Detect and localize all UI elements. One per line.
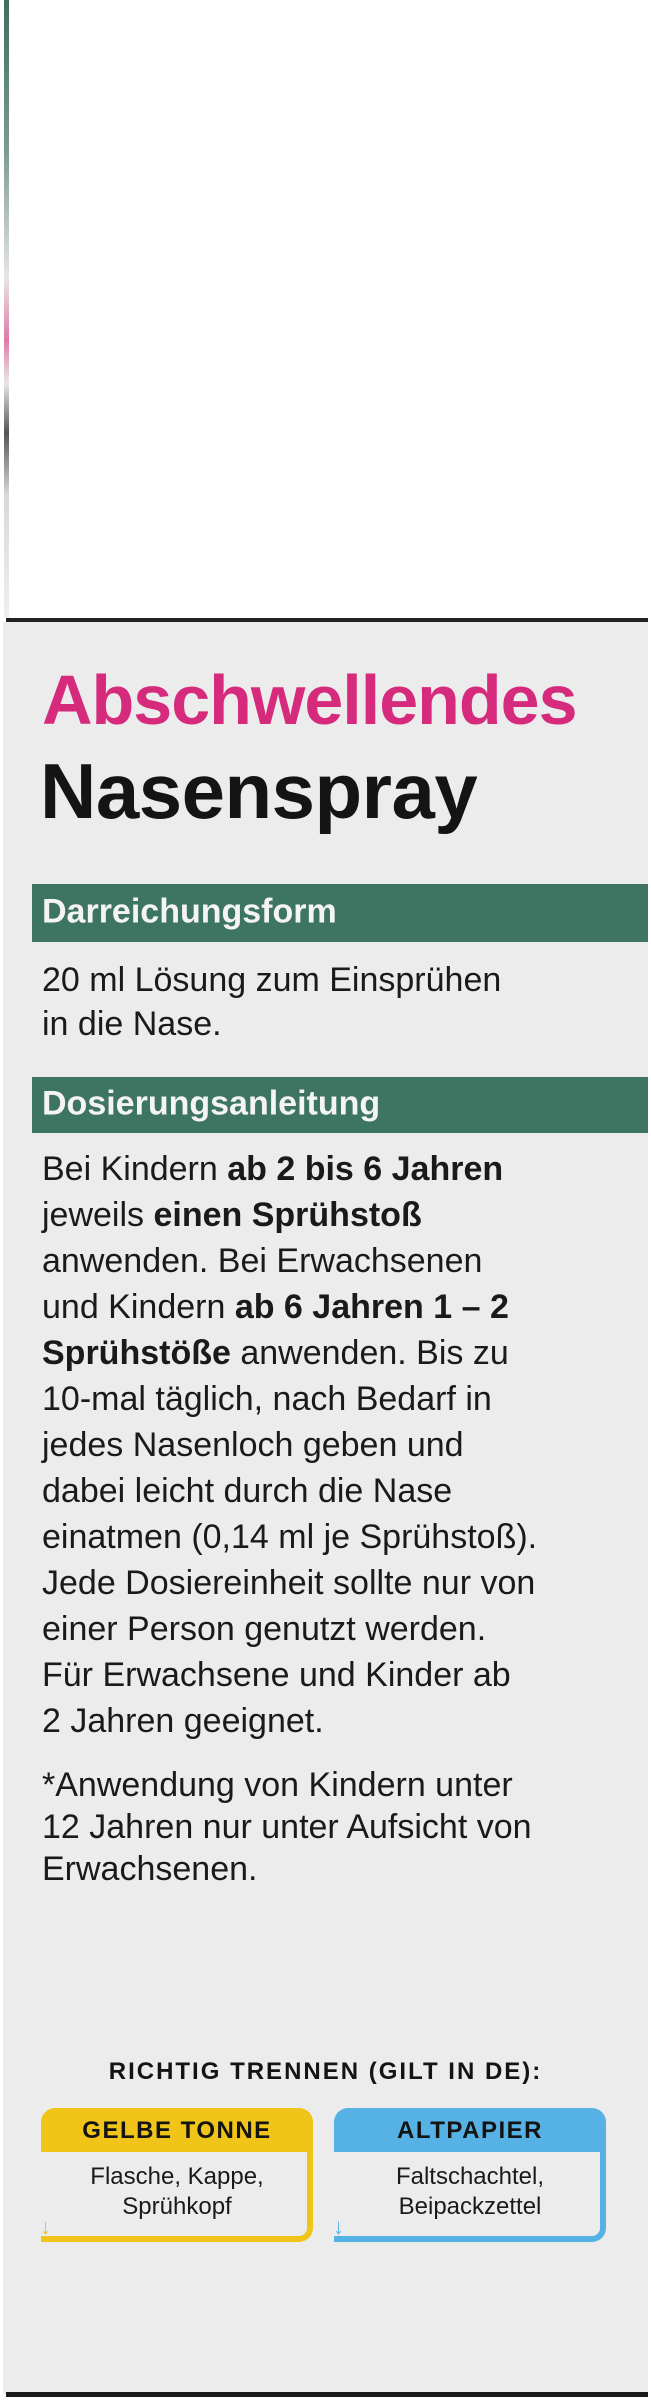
plain-text: 2 Jahren geeignet. (42, 1702, 324, 1740)
plain-text: Für Erwachsene und Kinder ab (42, 1656, 511, 1694)
section-header-darreichungsform: Darreichungsform (32, 884, 648, 942)
bin-item: Flasche, Kappe, (90, 2163, 264, 2190)
text-line: anwenden. Bei Erwachsenen (42, 1238, 537, 1284)
plain-text: Bei Kindern (42, 1150, 228, 1188)
top-fold-line (6, 618, 648, 622)
recycling-heading: RICHTIG TRENNEN (GILT IN DE): (108, 2058, 543, 2085)
emphasis-text: ab 2 bis 6 Jahren (227, 1150, 504, 1188)
text-line: Bei Kindern ab 2 bis 6 Jahren (42, 1146, 537, 1192)
text-line: einer Person genutzt werden. (42, 1606, 537, 1652)
bin-item: Sprühkopf (122, 2193, 232, 2220)
plain-text: dabei leicht durch die Nase (42, 1472, 453, 1510)
darreichungsform-text: 20 ml Lösung zum Einsprühen in die Nase. (42, 958, 501, 1046)
text-line: dabei leicht durch die Nase (42, 1468, 537, 1514)
bin-item: Beipackzettel (398, 2193, 542, 2220)
plain-text: anwenden. Bis zu (230, 1334, 509, 1372)
plain-text: jedes Nasenloch geben und (42, 1426, 464, 1464)
plain-text: einatmen (0,14 ml je Sprühstoß). (42, 1518, 538, 1556)
bin-frame (334, 2138, 606, 2242)
text-line: jeweils einen Sprühstoß (42, 1192, 537, 1238)
bin-items: Faltschachtel, Beipackzettel (334, 2162, 606, 2222)
text-line: 20 ml Lösung zum Einsprühen (42, 961, 502, 999)
bottom-fold-line (6, 2392, 648, 2397)
bin-item: Faltschachtel, (395, 2163, 545, 2190)
text-line: 2 Jahren geeignet. (42, 1698, 537, 1744)
text-line: einatmen (0,14 ml je Sprühstoß). (42, 1514, 537, 1560)
plain-text: 10-mal täglich, nach Bedarf in (42, 1380, 492, 1418)
plain-text: anwenden. Bei Erwachsenen (42, 1242, 483, 1280)
section-header-dosierungsanleitung: Dosierungsanleitung (32, 1077, 648, 1133)
plain-text: und Kindern (42, 1288, 235, 1326)
plain-text: jeweils (42, 1196, 154, 1234)
emphasis-text: Sprühstöße (42, 1334, 231, 1372)
product-title-line2: Nasenspray (40, 747, 478, 835)
emphasis-text: einen Sprühstoß (153, 1196, 422, 1234)
dosierungsanleitung-text: Bei Kindern ab 2 bis 6 Jahren jeweils ein… (42, 1146, 537, 1744)
arrow-down-icon: ↓ (333, 2214, 344, 2239)
bin-label: ALTPAPIER (334, 2108, 606, 2152)
note-line: 12 Jahren nur unter Aufsicht von (42, 1808, 532, 1846)
bin-items: Flasche, Kappe, Sprühkopf (41, 2162, 313, 2222)
product-title-line1: Abschwellendes (42, 661, 578, 739)
text-line: Sprühstöße anwenden. Bis zu (42, 1330, 537, 1376)
section-heading: Dosierungsanleitung (42, 1084, 381, 1123)
note-line: Erwachsenen. (42, 1850, 258, 1888)
bin-frame (41, 2138, 313, 2242)
text-line: 10-mal täglich, nach Bedarf in (42, 1376, 537, 1422)
plain-text: einer Person genutzt werden. (42, 1610, 487, 1648)
bin-label: GELBE TONNE (41, 2108, 313, 2152)
package-side-edge (4, 0, 9, 618)
emphasis-text: ab 6 Jahren 1 – 2 (234, 1288, 509, 1326)
text-line: und Kindern ab 6 Jahren 1 – 2 (42, 1284, 537, 1330)
text-line: Für Erwachsene und Kinder ab (42, 1652, 537, 1698)
section-heading: Darreichungsform (42, 892, 337, 931)
text-line: Jede Dosiereinheit sollte nur von (42, 1560, 537, 1606)
note-line: *Anwendung von Kindern unter (42, 1766, 513, 1804)
supervision-note: *Anwendung von Kindern unter 12 Jahren nu… (42, 1764, 532, 1890)
bin-gelbe-tonne: GELBE TONNE ↓ Flasche, Kappe, Sprühkopf (40, 2108, 313, 2242)
arrow-down-icon: ↓ (40, 2214, 51, 2239)
plain-text: Jede Dosiereinheit sollte nur von (42, 1564, 536, 1602)
text-line: in die Nase. (42, 1005, 222, 1043)
bin-altpapier: ALTPAPIER ↓ Faltschachtel, Beipackzettel (333, 2108, 606, 2242)
text-line: jedes Nasenloch geben und (42, 1422, 537, 1468)
